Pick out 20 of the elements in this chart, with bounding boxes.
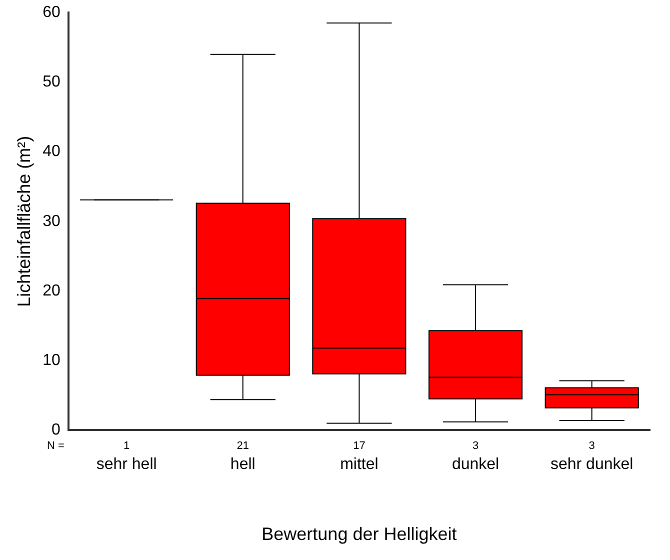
y-tick-label: 50 — [42, 74, 60, 91]
y-tick-label: 30 — [42, 212, 60, 230]
text: 1 — [123, 440, 130, 452]
text: 21 — [236, 440, 250, 452]
y-tick-label: 20 — [42, 282, 60, 300]
y-tick-label: 10 — [42, 352, 60, 370]
text: 3 — [472, 440, 479, 452]
x-tick-label: sehr dunkel — [550, 456, 634, 474]
text: 3 — [588, 440, 595, 452]
x-tick-label: mittel — [340, 456, 378, 474]
x-tick-label: hell — [230, 456, 256, 474]
x-tick-label: dunkel — [452, 456, 500, 474]
y-tick-label: 40 — [42, 143, 60, 160]
y-tick-label: 0 — [51, 422, 60, 439]
y-tick-label: 60 — [42, 4, 60, 22]
text: 17 — [353, 440, 366, 452]
x-axis-title: Bewertung der Helligkeit — [262, 524, 457, 544]
x-tick-label: sehr hell — [96, 456, 157, 474]
y-axis-title: Lichteinfallfläche (m²) — [14, 136, 34, 307]
text: N = — [46, 440, 64, 452]
